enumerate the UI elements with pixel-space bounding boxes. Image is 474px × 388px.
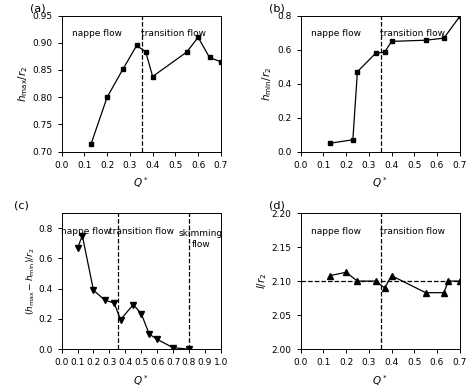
Text: nappe flow: nappe flow xyxy=(310,29,361,38)
Y-axis label: $h_{\mathrm{max}}/r_2$: $h_{\mathrm{max}}/r_2$ xyxy=(16,66,30,102)
Text: transition flow: transition flow xyxy=(380,29,445,38)
X-axis label: $Q^*$: $Q^*$ xyxy=(133,373,149,388)
X-axis label: $Q^*$: $Q^*$ xyxy=(372,175,388,190)
Text: (c): (c) xyxy=(14,201,29,211)
Text: (b): (b) xyxy=(269,3,284,14)
Text: (a): (a) xyxy=(30,3,46,14)
Text: skimming
flow: skimming flow xyxy=(179,229,223,249)
Text: nappe flow: nappe flow xyxy=(310,227,361,236)
Text: transition flow: transition flow xyxy=(380,227,445,236)
Text: nappe flow: nappe flow xyxy=(61,227,110,236)
X-axis label: $Q^*$: $Q^*$ xyxy=(133,175,149,190)
Text: transition flow: transition flow xyxy=(141,29,206,38)
X-axis label: $Q^*$: $Q^*$ xyxy=(372,373,388,388)
Y-axis label: $l/r_2$: $l/r_2$ xyxy=(255,273,269,289)
Y-axis label: $h_{\mathrm{min}}/r_2$: $h_{\mathrm{min}}/r_2$ xyxy=(261,66,274,101)
Text: nappe flow: nappe flow xyxy=(72,29,122,38)
Text: (d): (d) xyxy=(269,201,284,211)
Text: transition flow: transition flow xyxy=(109,227,174,236)
Y-axis label: $(h_{\mathrm{max}}-h_{\mathrm{min}})/r_2$: $(h_{\mathrm{max}}-h_{\mathrm{min}})/r_2… xyxy=(24,247,37,315)
